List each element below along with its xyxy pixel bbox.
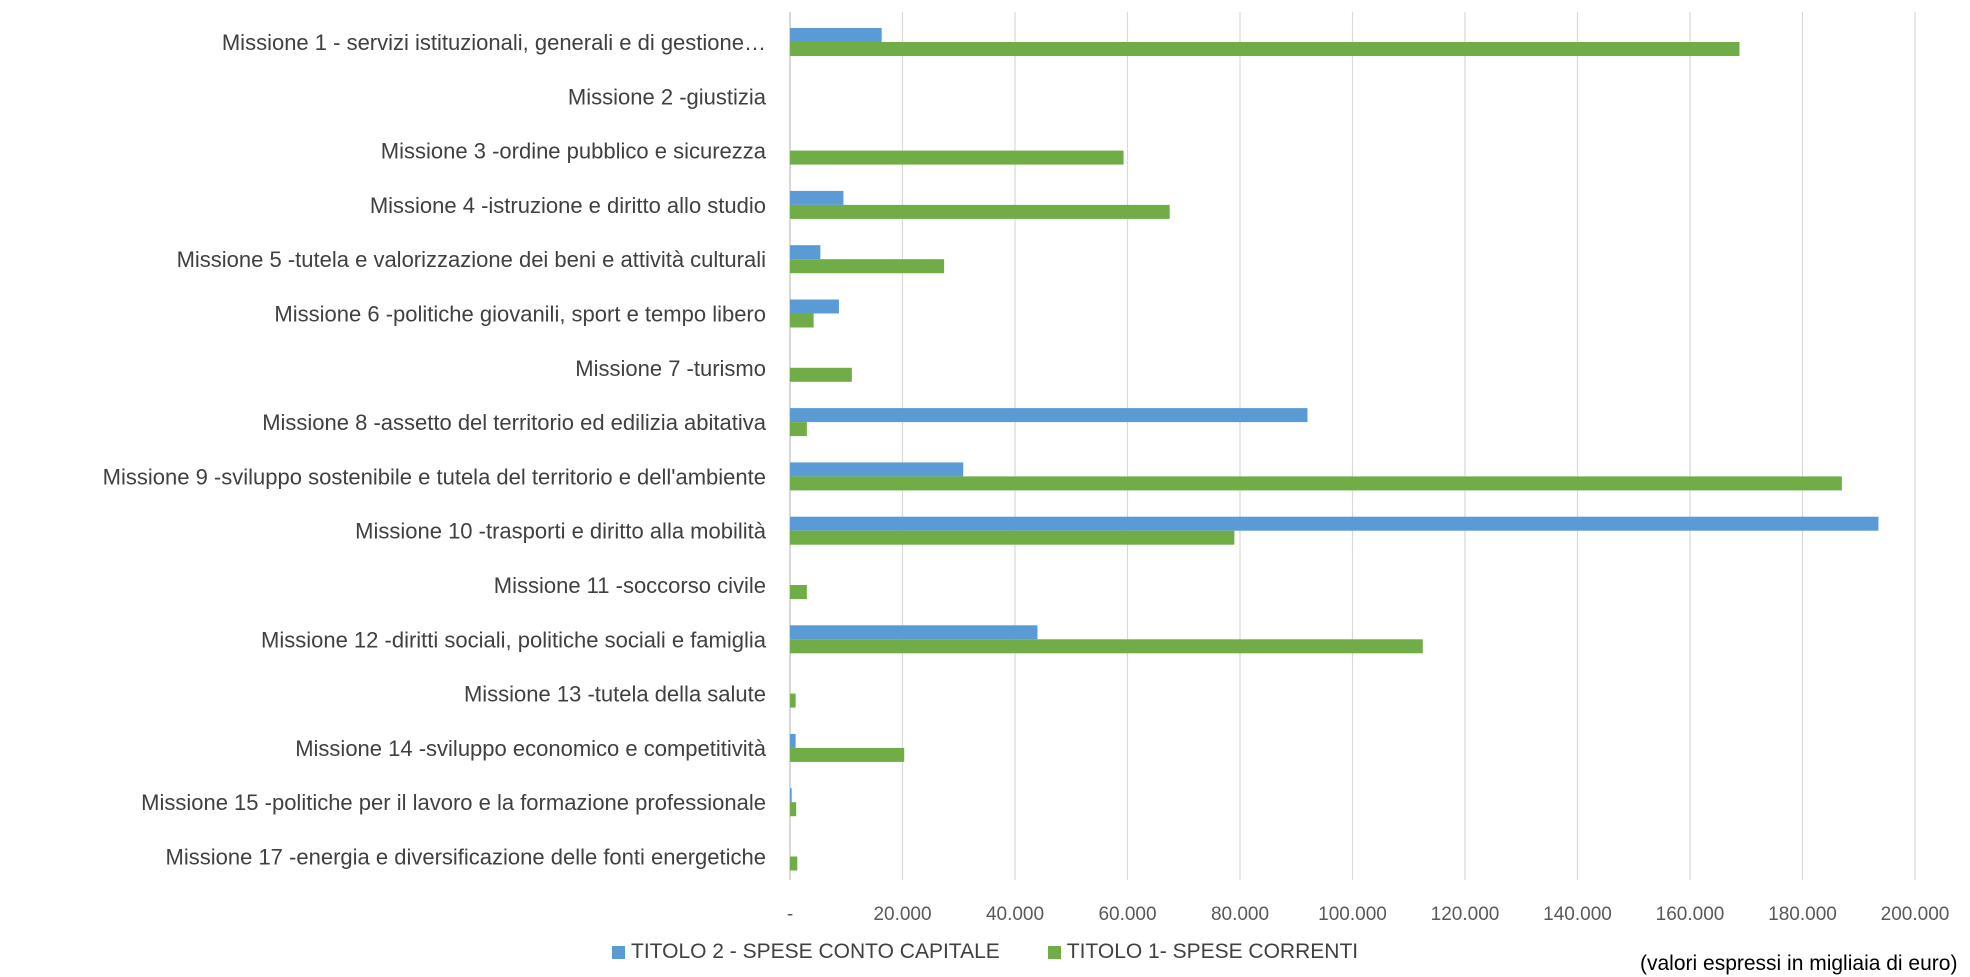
legend-item-correnti: TITOLO 1- SPESE CORRENTI (1047, 940, 1359, 964)
bar-correnti (790, 747, 905, 762)
category-label: Missione 13 -tutela della salute (464, 682, 766, 707)
bar-correnti (790, 313, 814, 328)
category-label: Missione 7 -turismo (575, 356, 766, 381)
legend-label-capitale: TITOLO 2 - SPESE CONTO CAPITALE (631, 940, 1000, 963)
category-label: Missione 12 -diritti sociali, politiche … (261, 627, 767, 652)
x-axis-tick-labels: - 20.000 40.000 60.000 80.000 100.000 120.000 1… (787, 904, 1950, 925)
bar-correnti (790, 204, 1170, 219)
bar-capitale (790, 733, 796, 748)
bar-correnti (790, 259, 945, 274)
category-label: Missione 6 -politiche giovanili, sport e… (274, 302, 766, 327)
x-tick-label: - (787, 904, 793, 925)
bar-capitale (790, 190, 844, 205)
category-label: Missione 1 - servizi istituzionali, gene… (222, 30, 766, 55)
category-label: Missione 10 -trasporti e diritto alla mo… (355, 519, 767, 544)
legend-swatch-correnti (1047, 945, 1061, 959)
legend-swatch-capitale (612, 945, 625, 959)
x-tick-label: 80.000 (1211, 904, 1269, 925)
legend-label-correnti: TITOLO 1- SPESE CORRENTI (1066, 940, 1359, 963)
bar-correnti (790, 422, 807, 437)
legend-item-capitale: TITOLO 2 - SPESE CONTO CAPITALE (612, 940, 1000, 964)
x-tick-label: 20.000 (873, 904, 931, 925)
bar-capitale (790, 788, 792, 803)
category-label: Missione 9 -sviluppo sostenibile e tutel… (103, 464, 766, 489)
bar-capitale (790, 408, 1308, 423)
category-labels: Missione 1 - servizi istituzionali, gene… (103, 30, 767, 870)
x-tick-label: 160.000 (1656, 904, 1725, 925)
bar-correnti (790, 856, 798, 871)
bar-correnti (790, 639, 1423, 654)
bar-capitale (790, 28, 882, 42)
x-tick-label: 40.000 (986, 904, 1044, 925)
category-label: Missione 5 -tutela e valorizzazione dei … (177, 247, 766, 272)
category-label: Missione 3 -ordine pubblico e sicurezza (381, 139, 767, 164)
bar-correnti (790, 42, 1740, 56)
bar-correnti (790, 585, 807, 599)
bar-correnti (790, 530, 1235, 545)
category-label: Missione 4 -istruzione e diritto allo st… (370, 193, 766, 218)
grid-lines (789, 12, 1916, 880)
x-tick-label: 60.000 (1098, 904, 1156, 925)
x-tick-label: 100.000 (1318, 904, 1387, 925)
x-tick-label: 140.000 (1543, 904, 1612, 925)
bar-capitale (790, 462, 964, 477)
bar-correnti (790, 150, 1124, 165)
x-tick-label: 120.000 (1431, 904, 1500, 925)
bar-capitale (790, 245, 821, 260)
category-label: Missione 17 -energia e diversificazione … (166, 845, 766, 870)
bar-correnti (790, 367, 852, 382)
category-label: Missione 15 -politiche per il lavoro e l… (141, 790, 766, 815)
category-label: Missione 14 -sviluppo economico e compet… (295, 736, 767, 761)
bar-capitale (790, 516, 1879, 531)
category-label: Missione 11 -soccorso civile (494, 573, 766, 598)
bars (790, 28, 1879, 871)
x-tick-label: 200.000 (1881, 904, 1950, 925)
units-note: (valori espressi in migliaia di euro) (1640, 952, 1958, 975)
x-tick-label: 180.000 (1768, 904, 1837, 925)
category-label: Missione 2 -giustizia (568, 84, 767, 109)
legend: TITOLO 2 - SPESE CONTO CAPITALE TITOLO 1… (612, 940, 1358, 964)
category-label: Missione 8 -assetto del territorio ed ed… (262, 410, 767, 435)
bar-capitale (790, 299, 839, 314)
bar-capitale (790, 625, 1038, 640)
bar-correnti (790, 802, 797, 817)
bar-correnti (790, 476, 1842, 491)
bar-correnti (790, 693, 796, 708)
